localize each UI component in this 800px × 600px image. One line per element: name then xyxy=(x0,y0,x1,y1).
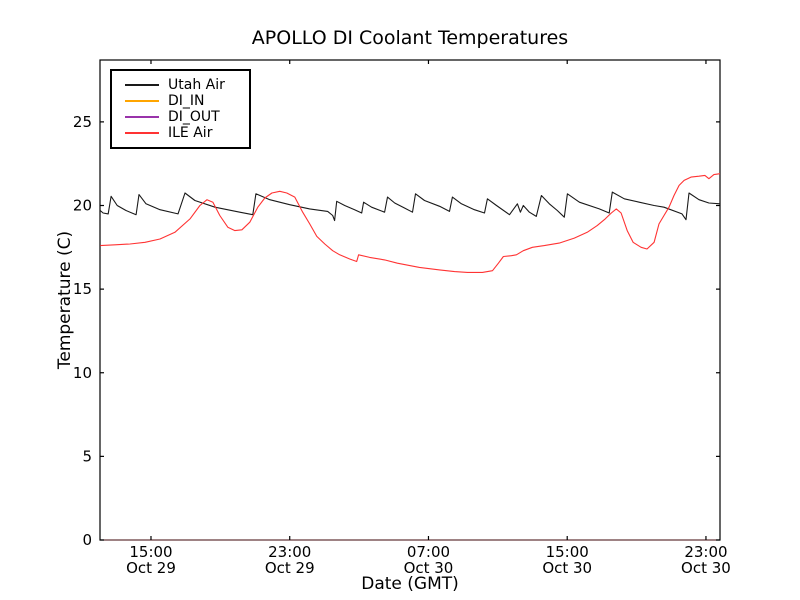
series-ile-air xyxy=(100,173,721,273)
x-tick-label-date: Oct 29 xyxy=(126,559,176,577)
legend-item-ile-air: ILE Air xyxy=(125,125,245,141)
x-tick-label-time: 15:00 xyxy=(129,543,172,561)
y-tick-label: 0 xyxy=(82,531,92,549)
x-tick-label-time: 23:00 xyxy=(684,543,727,561)
x-tick-label-date: Oct 30 xyxy=(542,559,592,577)
y-tick-label: 25 xyxy=(73,113,92,131)
legend-label: DI_IN xyxy=(168,93,205,109)
y-tick-label: 20 xyxy=(73,197,92,215)
x-tick-label-time: 23:00 xyxy=(268,543,311,561)
legend-item-di-in: DI_IN xyxy=(125,93,245,109)
x-tick-label-date: Oct 30 xyxy=(404,559,454,577)
legend-line-sample xyxy=(125,100,159,102)
x-tick-label-date: Oct 29 xyxy=(265,559,315,577)
y-tick-label: 15 xyxy=(73,280,92,298)
x-tick-label-time: 07:00 xyxy=(407,543,450,561)
chart-title: APOLLO DI Coolant Temperatures xyxy=(251,27,569,49)
y-tick-label: 10 xyxy=(73,364,92,382)
legend-line-sample xyxy=(125,84,159,86)
legend-line-sample xyxy=(125,116,159,118)
legend-label: ILE Air xyxy=(168,125,213,141)
x-tick-label-time: 15:00 xyxy=(546,543,589,561)
legend-line-sample xyxy=(125,132,159,134)
legend-label: Utah Air xyxy=(168,77,225,93)
series-utah-air xyxy=(99,191,721,222)
legend: Utah Air DI_IN DI_OUT ILE Air xyxy=(110,69,251,149)
legend-item-utah-air: Utah Air xyxy=(125,77,245,93)
y-axis-label: Temperature (C) xyxy=(55,230,75,370)
x-axis-label: Date (GMT) xyxy=(361,574,459,594)
x-tick-label-date: Oct 30 xyxy=(681,559,731,577)
legend-item-di-out: DI_OUT xyxy=(125,109,245,125)
y-tick-label: 5 xyxy=(82,447,92,465)
plot-frame xyxy=(99,59,721,541)
legend-label: DI_OUT xyxy=(168,109,220,125)
